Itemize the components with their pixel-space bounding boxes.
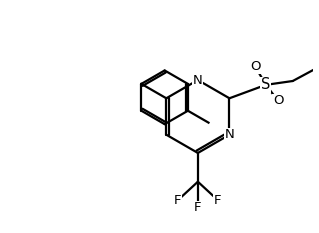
Text: N: N [193, 74, 203, 86]
Text: O: O [250, 60, 260, 73]
Text: N: N [225, 128, 234, 141]
Text: F: F [194, 201, 202, 214]
Text: S: S [261, 77, 271, 92]
Text: F: F [214, 194, 222, 207]
Text: F: F [174, 194, 182, 207]
Text: O: O [273, 94, 283, 107]
